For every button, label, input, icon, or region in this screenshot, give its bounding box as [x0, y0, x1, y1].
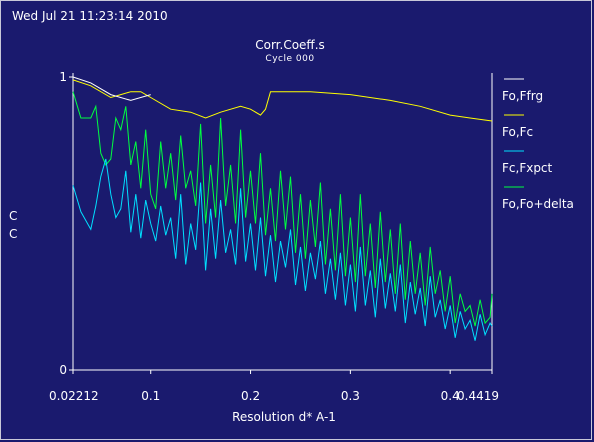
x-tick-label: 0.4419 — [457, 389, 499, 403]
x-tick-label: 0.1 — [141, 389, 160, 403]
axes — [69, 73, 493, 374]
series-line-1 — [72, 76, 151, 101]
tick-labels: 0.02212 0.1 0.2 0.3 0.40.4419 0 1 — [49, 70, 499, 403]
series-line-3 — [72, 158, 493, 341]
chart-title: Corr.Coeff.s — [255, 38, 325, 52]
y-axis-label-line-2: C — [9, 227, 18, 241]
timestamp-label: Wed Jul 21 11:23:14 2010 — [12, 9, 168, 23]
series-line-4 — [72, 91, 493, 327]
x-axis-label: Resolution d* A-1 — [232, 410, 336, 424]
y-tick-label: 0 — [59, 363, 67, 377]
legend: Fo,Ffrg Fo,Fc Fc,Fxpct Fo,Fo+delta — [502, 78, 574, 211]
x-tick-label: 0.4 — [441, 389, 460, 403]
series-lines — [72, 76, 493, 341]
chart-subtitle: Cycle 000 — [265, 54, 315, 64]
legend-label: Fo,Fo+delta — [502, 197, 574, 211]
legend-label: Fc,Fxpct — [502, 161, 553, 175]
legend-label: Fo,Ffrg — [502, 89, 543, 103]
legend-label: Fo,Fc — [502, 125, 533, 139]
y-tick-label: 1 — [59, 70, 67, 84]
x-tick-label: 0.02212 — [49, 389, 99, 403]
x-tick-label: 0.2 — [241, 389, 260, 403]
y-axis-label-line-1: C — [9, 209, 18, 223]
x-tick-label: 0.3 — [341, 389, 360, 403]
series-line-2 — [72, 79, 493, 122]
